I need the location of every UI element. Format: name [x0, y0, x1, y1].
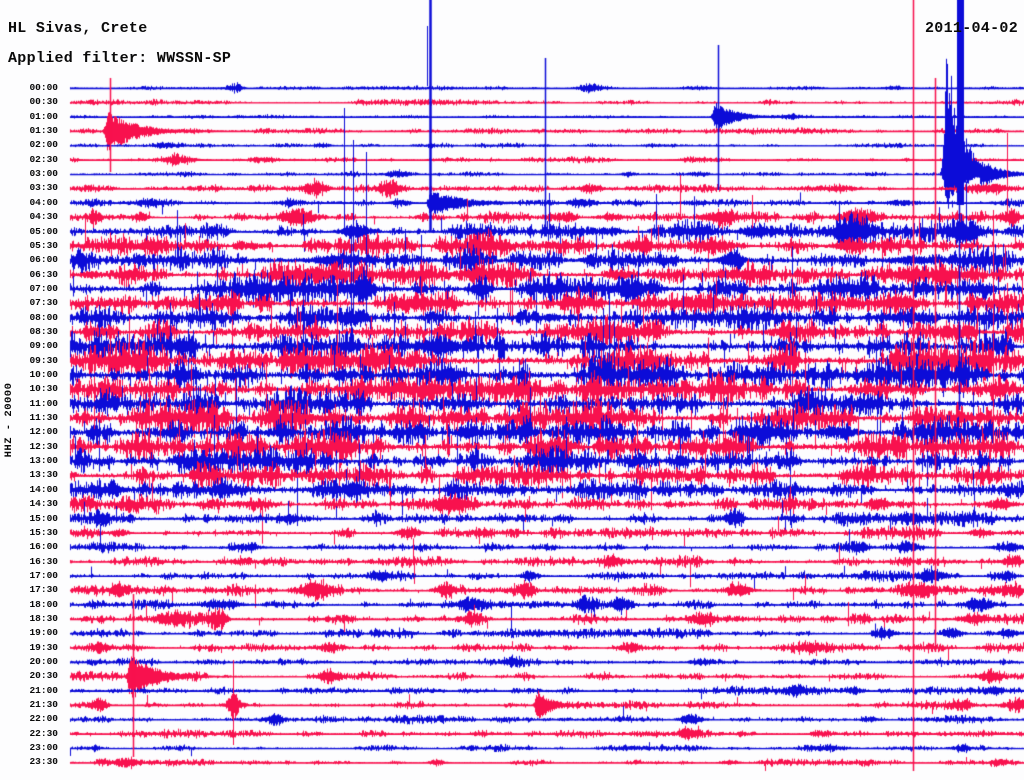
time-label: 14:30: [29, 498, 58, 510]
time-label: 23:30: [29, 756, 58, 768]
date-label: 2011-04-02: [924, 20, 1018, 37]
time-label: 14:00: [29, 483, 58, 495]
station-title: HL Sivas, Crete: [8, 20, 148, 37]
time-label: 03:30: [29, 182, 58, 194]
time-label: 06:30: [29, 268, 58, 280]
time-label: 07:30: [29, 297, 58, 309]
time-label: 11:00: [29, 397, 58, 409]
time-label: 16:00: [29, 541, 58, 553]
time-label: 07:00: [29, 282, 58, 294]
time-label: 22:30: [29, 727, 58, 739]
time-label: 20:00: [29, 656, 58, 667]
time-label: 17:30: [29, 584, 58, 596]
time-label: 11:30: [29, 412, 58, 424]
time-label: 13:00: [29, 455, 58, 467]
filter-label: Applied filter: WWSSN-SP: [8, 50, 232, 67]
time-label: 15:00: [29, 512, 58, 524]
time-label: 04:30: [29, 211, 58, 223]
time-label: 05:00: [29, 225, 58, 237]
time-label: 16:30: [29, 555, 58, 567]
time-label: 00:30: [29, 96, 58, 108]
time-label: 22:00: [29, 713, 58, 725]
time-label: 12:30: [29, 440, 58, 452]
time-label: 18:30: [29, 612, 58, 624]
time-label: 05:30: [29, 239, 58, 251]
time-label: 19:00: [29, 627, 58, 639]
time-label: 01:30: [29, 125, 58, 137]
time-label: 01:00: [29, 110, 58, 122]
time-label: 02:00: [29, 139, 58, 151]
time-label: 09:00: [29, 340, 58, 352]
time-label: 18:00: [29, 598, 58, 610]
time-label: 15:30: [29, 526, 58, 538]
time-label: 00:00: [29, 82, 58, 93]
time-label: 03:00: [29, 168, 58, 180]
time-label: 04:00: [29, 196, 58, 208]
time-label: 21:30: [29, 699, 58, 711]
time-label: 06:00: [29, 254, 58, 266]
time-label: 23:00: [29, 742, 58, 754]
time-label: 21:00: [29, 684, 58, 696]
time-label: 10:00: [29, 369, 58, 380]
time-label: 17:00: [29, 569, 58, 581]
time-label: 08:00: [29, 311, 58, 323]
time-label: 19:30: [29, 641, 58, 653]
time-label: 12:00: [29, 426, 58, 438]
time-label: 20:30: [29, 670, 58, 682]
time-label: 13:30: [29, 469, 58, 481]
time-label: 09:30: [29, 354, 58, 366]
time-label: 02:30: [29, 153, 58, 165]
time-label: 08:30: [29, 325, 58, 337]
time-label: 10:30: [29, 383, 58, 395]
